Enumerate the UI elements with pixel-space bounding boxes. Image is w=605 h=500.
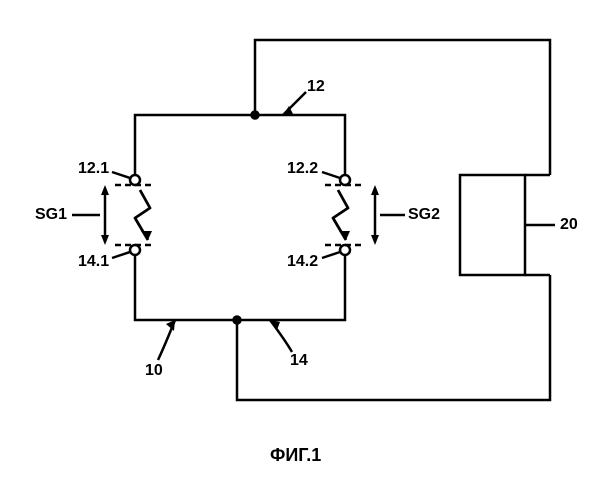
label-14-1: 14.1 <box>78 253 109 271</box>
contact-14-1 <box>130 245 140 255</box>
leader-12-2 <box>322 172 340 178</box>
circuit-diagram <box>0 0 605 500</box>
contact-14-2 <box>340 245 350 255</box>
wire-top-outer <box>255 40 550 175</box>
contact-12-2 <box>340 175 350 185</box>
leader-14-1 <box>112 252 130 258</box>
label-12-2: 12.2 <box>287 160 318 178</box>
leader-12-1 <box>112 172 130 178</box>
gap-measure-left-arrow-down <box>101 235 109 245</box>
contact-12-1 <box>130 175 140 185</box>
gap-measure-right-arrow-up <box>371 185 379 195</box>
gap-measure-left-arrow-up <box>101 185 109 195</box>
label-sg2: SG2 <box>408 206 440 224</box>
node-bottom <box>234 317 241 324</box>
label-12-1: 12.1 <box>78 160 109 178</box>
leader-14-2 <box>322 252 340 258</box>
leader-14 <box>270 320 292 352</box>
label-14: 14 <box>290 352 308 370</box>
label-10: 10 <box>145 362 163 380</box>
label-14-2: 14.2 <box>287 253 318 271</box>
label-12: 12 <box>307 78 325 96</box>
label-20: 20 <box>560 216 578 234</box>
gap-measure-right-arrow-down <box>371 235 379 245</box>
node-top <box>252 112 259 119</box>
load-block <box>460 175 525 275</box>
figure-caption: ФИГ.1 <box>270 445 321 466</box>
label-sg1: SG1 <box>35 206 67 224</box>
